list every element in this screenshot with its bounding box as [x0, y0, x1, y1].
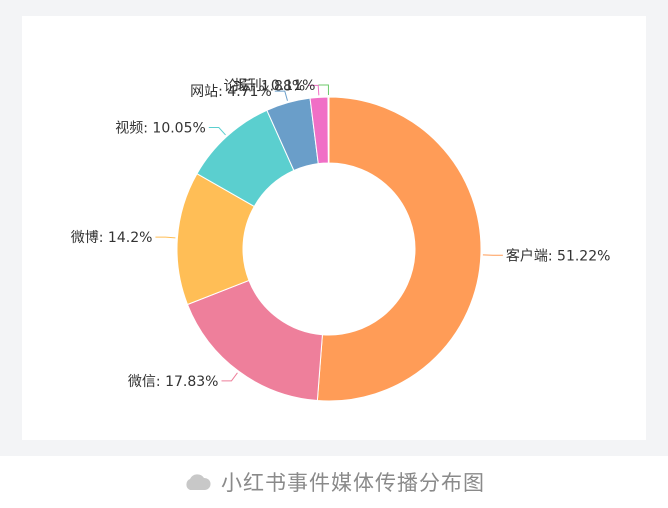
- cloud-icon: [186, 474, 211, 490]
- slice-label-0: 客户端: 51.22%: [506, 247, 611, 264]
- slice-leader-6: [318, 84, 329, 96]
- footer: 小红书事件媒体传播分布图: [0, 456, 668, 508]
- chart-caption: 小红书事件媒体传播分布图: [0, 456, 668, 508]
- slice-leader-4: [274, 90, 288, 101]
- slice-label-2: 微博: 14.2%: [71, 229, 153, 246]
- slice-label-4: 网站: 4.71%: [190, 84, 272, 100]
- caption-text: 小红书事件媒体传播分布图: [221, 471, 485, 495]
- label-leaders: [155, 84, 503, 382]
- slice-label-6: 报刊: 0.11%: [234, 78, 316, 94]
- slice-label-1: 微信: 17.83%: [128, 374, 219, 390]
- donut-slices: [176, 96, 482, 402]
- slice-leader-5: [308, 84, 320, 96]
- slice-label-3: 视频: 10.05%: [115, 121, 206, 137]
- slice-label-5: 论坛: 1.88%: [224, 78, 306, 94]
- slice-leader-3: [208, 127, 226, 136]
- slice-leader-1: [221, 372, 238, 382]
- slice-labels: 客户端: 51.22% 微信: 17.83% 微博: 14.2% 视频: 10.05%…: [71, 78, 611, 390]
- slice-segment-6: [327, 96, 330, 164]
- slice-segment-0: [316, 96, 482, 402]
- slice-leader-2: [155, 236, 176, 239]
